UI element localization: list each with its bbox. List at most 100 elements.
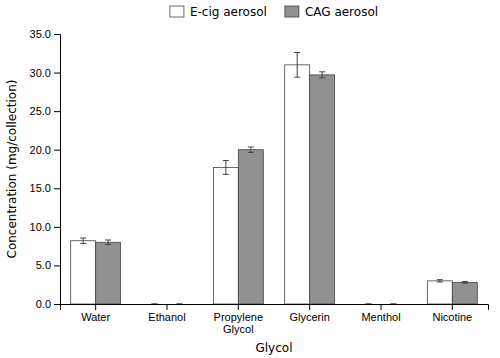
axis-line [61,305,489,311]
error-bar-line [223,161,229,175]
marks [71,53,478,304]
bar [96,242,121,304]
series [96,72,478,304]
bar [142,304,167,305]
chart: 0.0 5.0 10.0 15.0 20.0 25.0 30.0 35.0 Water Ethan… [0,0,500,358]
tick-mark [452,304,453,310]
error-bar [462,281,468,283]
tick-label: PropyleneGlycol [214,311,264,336]
tick-label: Glycerin [289,311,329,323]
tick: Ethanol [148,304,185,323]
legend-item: CAG aerosol [285,5,378,19]
error-bar-line [294,53,300,78]
x-axis-title: Glycol [255,341,292,355]
tick-mark [54,227,60,228]
y-axis-title: Concentration (mg/collection) [5,80,19,259]
tick: 30.0 [30,67,60,79]
error-bar [152,304,158,305]
bar [71,241,96,304]
bar [285,65,310,304]
error-bar [437,280,443,282]
error-bar-line [437,280,443,282]
error-bar [319,72,325,78]
axis-line [54,35,61,305]
tick-mark [54,111,60,112]
bar [213,167,238,304]
tick-mark [54,265,60,266]
tick-mark [54,188,60,189]
error-bar-line [176,304,182,305]
error-bar-line [462,281,468,283]
tick-label: Ethanol [148,311,185,323]
legend-label: CAG aerosol [305,5,378,19]
error-bar-line [390,304,396,305]
tick-label: 35.0 [30,28,51,40]
legend-swatch [170,6,184,17]
bar [381,304,406,305]
tick-mark [54,34,60,35]
error-bar [294,53,300,78]
tick-label-line: Propylene [214,311,264,323]
legend-swatch [285,6,299,17]
error-bar-line [152,304,158,305]
legend-item: E-cig aerosol [170,5,267,19]
error-bar-line [80,238,86,243]
error-bar [176,304,182,305]
tick-label: 10.0 [30,221,51,233]
tick: Menthol [361,304,400,323]
bar [427,281,452,304]
tick-label-line: Menthol [361,311,400,323]
tick-mark [309,304,310,310]
tick-label-line: Glycol [223,323,254,335]
error-bar-line [248,147,254,152]
plot: 0.0 5.0 10.0 15.0 20.0 25.0 30.0 35.0 Water Ethan… [30,28,489,335]
error-bar [390,304,396,305]
tick-mark [95,304,96,310]
tick-label: 20.0 [30,144,51,156]
bar [238,150,263,304]
tick-label: 25.0 [30,105,51,117]
tick: 25.0 [30,105,60,117]
tick: PropyleneGlycol [214,304,264,335]
tick: 20.0 [30,144,60,156]
error-bar-line [319,72,325,78]
tick-label-line: Water [81,311,110,323]
y-axis: 0.0 5.0 10.0 15.0 20.0 25.0 30.0 35.0 [30,28,61,310]
series [71,53,453,304]
error-bar-line [105,240,111,245]
tick: 5.0 [36,259,60,271]
tick-label: 15.0 [30,182,51,194]
error-bar-line [366,304,372,305]
legend-label: E-cig aerosol [190,5,267,19]
tick-mark [381,304,382,310]
tick-label: Nicotine [432,311,472,323]
tick: Nicotine [432,304,472,323]
tick-label-line: Nicotine [432,311,472,323]
bar [356,304,381,305]
bar [452,282,477,304]
tick-label: 30.0 [30,67,51,79]
tick-label-line: Ethanol [148,311,185,323]
tick: 0.0 [36,298,60,310]
bar [167,304,192,305]
tick-label: 5.0 [36,259,51,271]
error-bar [223,161,229,175]
tick: 35.0 [30,28,60,40]
error-bar [80,238,86,243]
tick-label: Menthol [361,311,400,323]
tick-mark [54,304,60,305]
tick: 15.0 [30,182,60,194]
legend: E-cig aerosol CAG aerosol [170,5,378,19]
error-bar [105,240,111,245]
error-bar [248,147,254,152]
tick-mark [54,150,60,151]
bar [310,75,335,304]
tick-mark [167,304,168,310]
tick-label-line: Glycerin [289,311,329,323]
error-bar [366,304,372,305]
x-axis: Water Ethanol PropyleneGlycol Glycerin Menth… [61,304,489,335]
tick: 10.0 [30,221,60,233]
tick-mark [54,73,60,74]
tick-label: 0.0 [36,298,51,310]
tick-label: Water [81,311,110,323]
